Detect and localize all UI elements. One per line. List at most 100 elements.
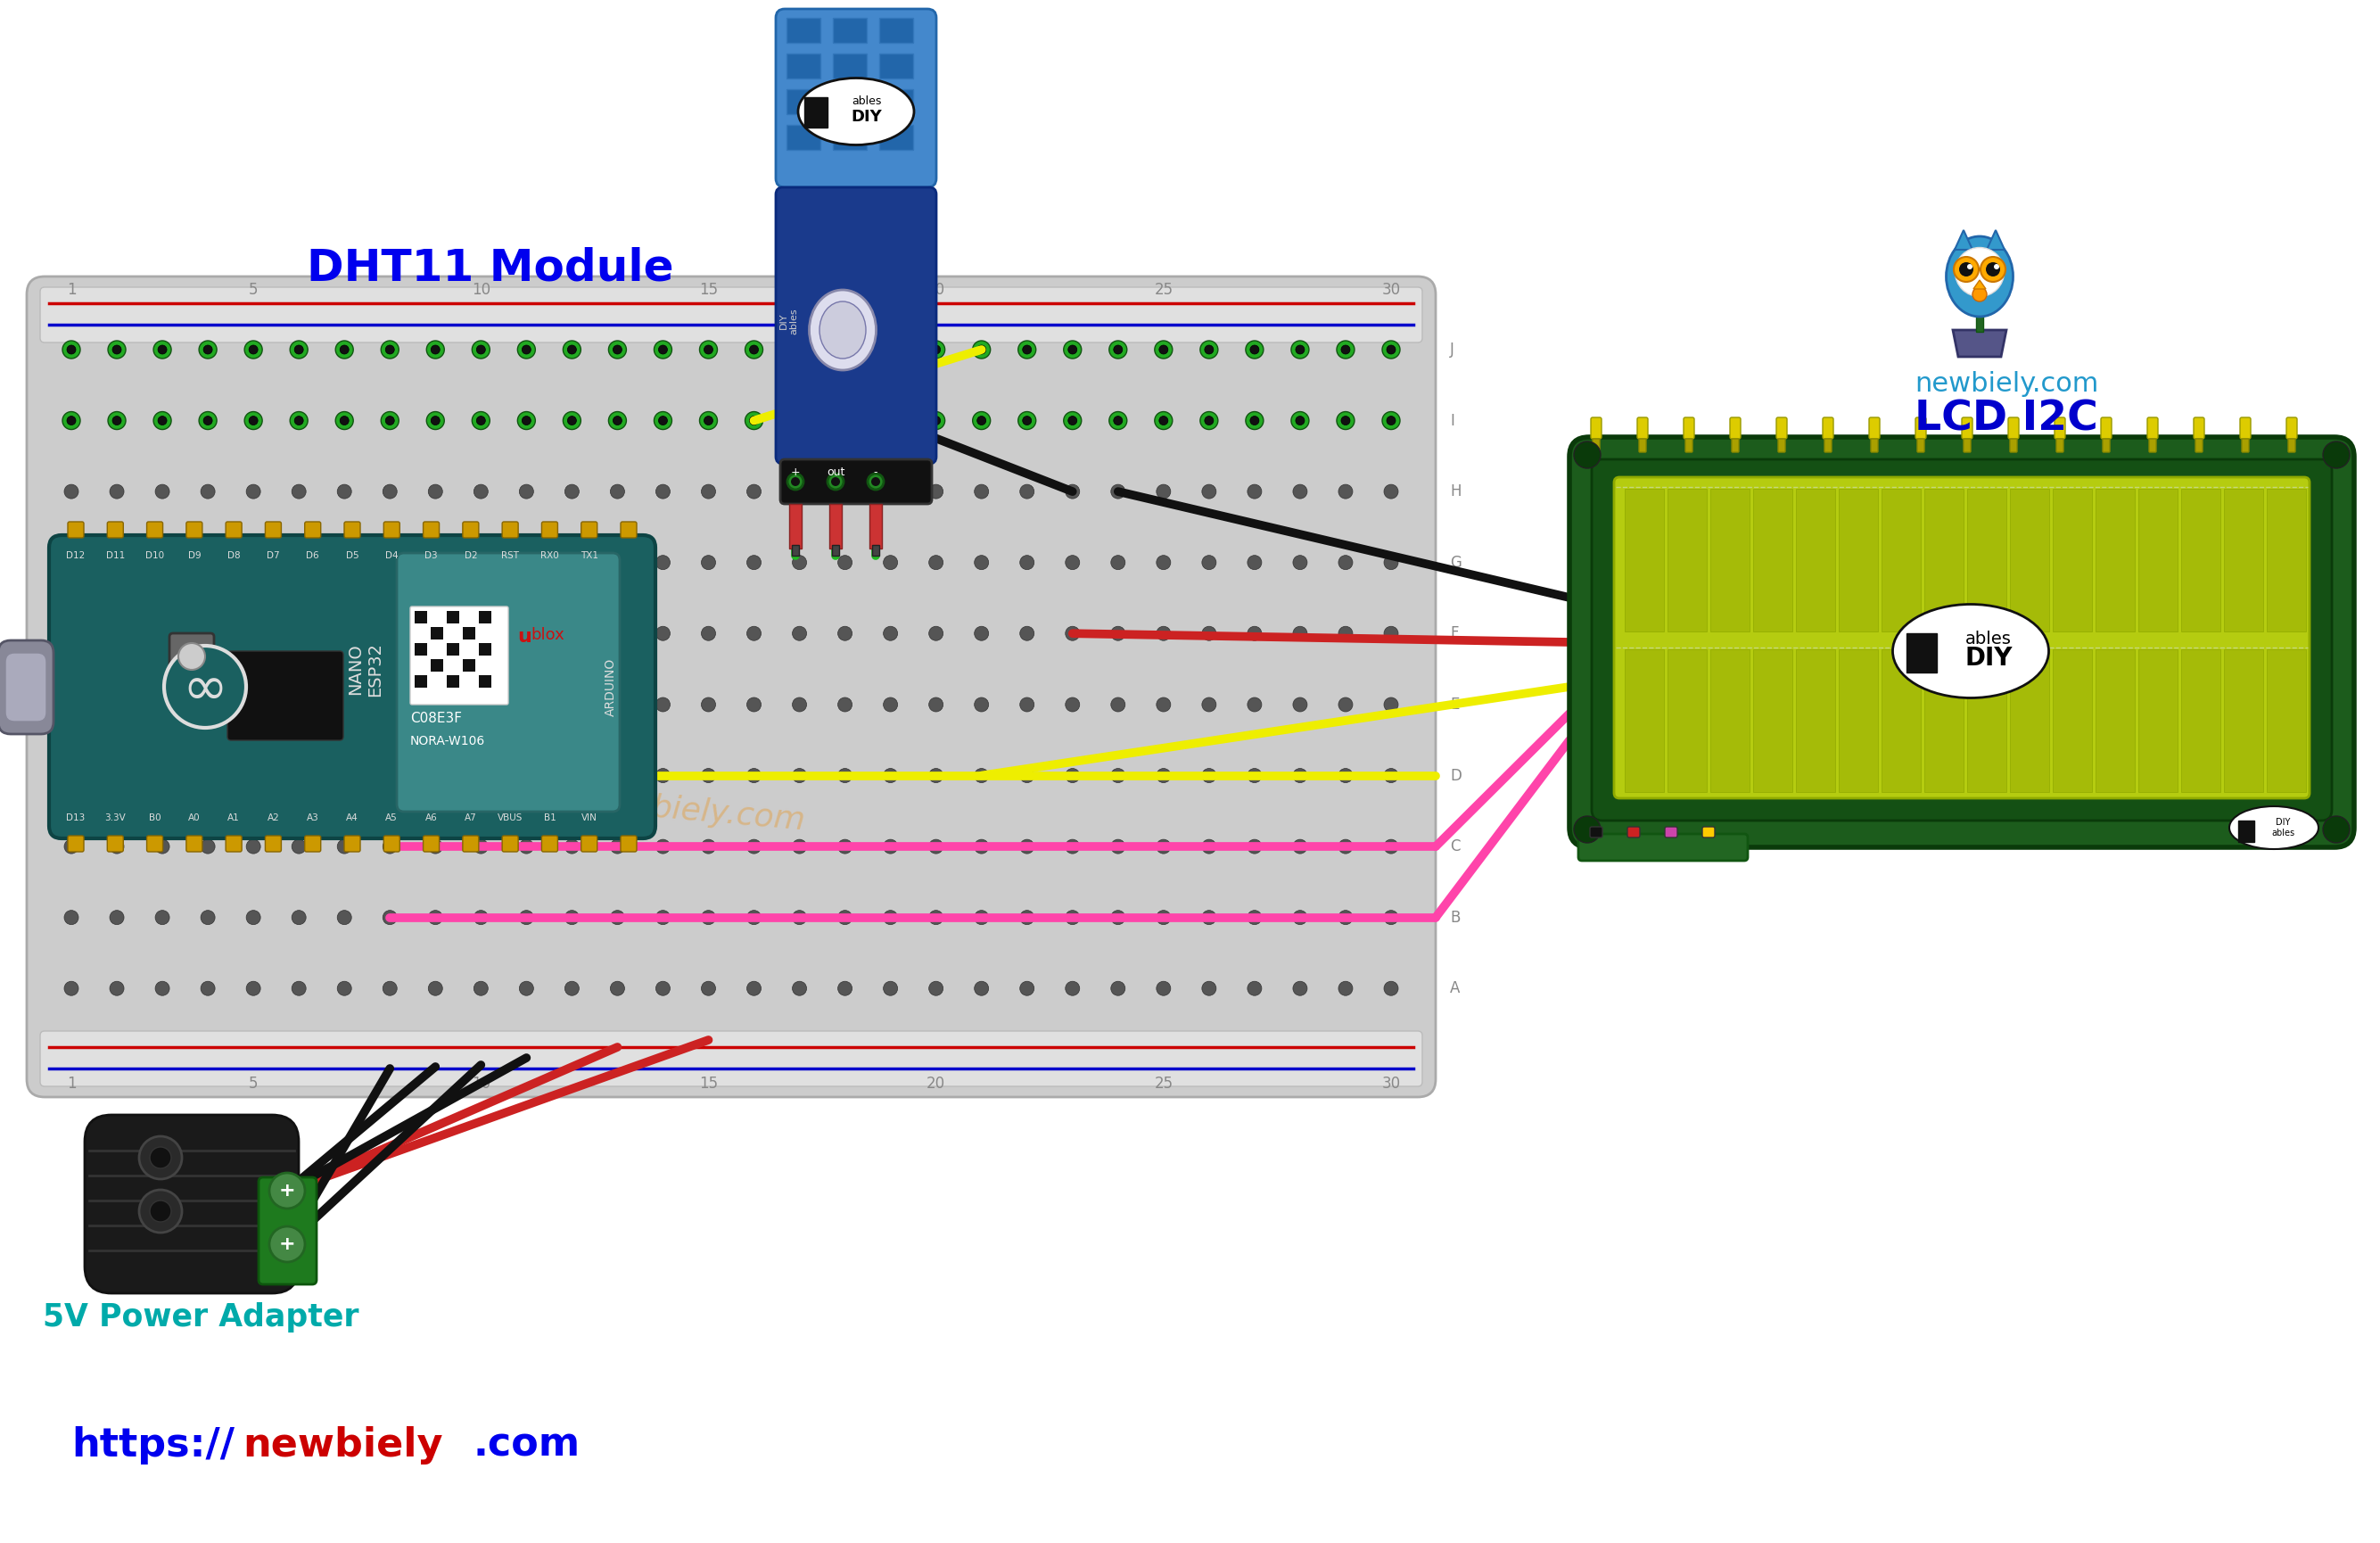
Circle shape bbox=[1573, 816, 1602, 842]
Circle shape bbox=[1388, 417, 1395, 424]
Bar bbox=[447, 611, 459, 623]
Circle shape bbox=[1066, 768, 1081, 782]
Polygon shape bbox=[1973, 281, 1985, 289]
Text: +: + bbox=[278, 1182, 295, 1199]
Bar bbox=[462, 626, 476, 639]
Bar bbox=[828, 505, 843, 548]
Circle shape bbox=[1250, 417, 1259, 424]
FancyBboxPatch shape bbox=[2054, 418, 2066, 438]
Circle shape bbox=[1021, 555, 1035, 569]
Circle shape bbox=[883, 626, 897, 640]
Circle shape bbox=[1019, 341, 1035, 358]
Text: DIY
ables: DIY ables bbox=[781, 309, 800, 335]
Circle shape bbox=[840, 417, 850, 424]
Circle shape bbox=[519, 768, 533, 782]
Bar bbox=[1711, 489, 1749, 631]
Text: D8: D8 bbox=[226, 551, 240, 560]
Circle shape bbox=[1111, 626, 1126, 640]
Circle shape bbox=[928, 341, 945, 358]
Circle shape bbox=[657, 626, 671, 640]
FancyBboxPatch shape bbox=[1685, 438, 1692, 452]
Circle shape bbox=[109, 555, 124, 569]
FancyBboxPatch shape bbox=[462, 836, 478, 852]
Circle shape bbox=[200, 839, 214, 853]
Text: D2: D2 bbox=[464, 551, 478, 560]
Bar bbox=[462, 659, 476, 671]
Circle shape bbox=[338, 981, 352, 995]
Circle shape bbox=[269, 1173, 305, 1208]
Circle shape bbox=[293, 910, 307, 924]
Circle shape bbox=[250, 417, 257, 424]
Circle shape bbox=[428, 697, 443, 711]
Circle shape bbox=[564, 981, 578, 995]
Circle shape bbox=[107, 341, 126, 358]
Bar bbox=[478, 611, 490, 623]
Bar bbox=[447, 643, 459, 656]
Circle shape bbox=[155, 839, 169, 853]
Circle shape bbox=[1383, 341, 1399, 358]
Circle shape bbox=[428, 626, 443, 640]
Bar bbox=[1754, 650, 1792, 792]
Bar bbox=[2052, 650, 2092, 792]
Circle shape bbox=[245, 768, 259, 782]
Circle shape bbox=[295, 417, 302, 424]
Circle shape bbox=[155, 485, 169, 498]
FancyBboxPatch shape bbox=[2287, 418, 2297, 438]
Circle shape bbox=[659, 346, 666, 353]
Bar bbox=[785, 125, 821, 150]
Bar bbox=[878, 19, 914, 43]
Circle shape bbox=[1292, 697, 1307, 711]
Circle shape bbox=[476, 346, 486, 353]
Text: 15: 15 bbox=[700, 282, 719, 298]
Text: NANO
ESP32: NANO ESP32 bbox=[347, 642, 383, 696]
Circle shape bbox=[564, 485, 578, 498]
Circle shape bbox=[883, 555, 897, 569]
Circle shape bbox=[793, 839, 807, 853]
FancyBboxPatch shape bbox=[1592, 438, 1599, 452]
Circle shape bbox=[1021, 485, 1035, 498]
Circle shape bbox=[1021, 981, 1035, 995]
Text: 10: 10 bbox=[471, 1075, 490, 1092]
Text: D6: D6 bbox=[307, 551, 319, 560]
FancyBboxPatch shape bbox=[1568, 437, 2354, 847]
Text: D4: D4 bbox=[386, 551, 397, 560]
Circle shape bbox=[200, 981, 214, 995]
Bar bbox=[869, 505, 883, 548]
Circle shape bbox=[519, 910, 533, 924]
Circle shape bbox=[1021, 910, 1035, 924]
Circle shape bbox=[1383, 697, 1397, 711]
Circle shape bbox=[657, 697, 671, 711]
Circle shape bbox=[1954, 256, 1978, 282]
Bar bbox=[2011, 489, 2049, 631]
Circle shape bbox=[1021, 626, 1035, 640]
Circle shape bbox=[657, 555, 671, 569]
Circle shape bbox=[1383, 485, 1397, 498]
Circle shape bbox=[474, 839, 488, 853]
Circle shape bbox=[747, 485, 762, 498]
Circle shape bbox=[928, 485, 942, 498]
Circle shape bbox=[245, 910, 259, 924]
Circle shape bbox=[1111, 697, 1126, 711]
FancyBboxPatch shape bbox=[305, 522, 321, 539]
Circle shape bbox=[2323, 441, 2349, 468]
Text: D12: D12 bbox=[67, 551, 86, 560]
Circle shape bbox=[64, 768, 79, 782]
Circle shape bbox=[109, 839, 124, 853]
Circle shape bbox=[1021, 839, 1035, 853]
Circle shape bbox=[928, 626, 942, 640]
Circle shape bbox=[883, 768, 897, 782]
Circle shape bbox=[1111, 981, 1126, 995]
Circle shape bbox=[564, 412, 581, 429]
Text: -: - bbox=[873, 466, 878, 478]
FancyBboxPatch shape bbox=[502, 836, 519, 852]
Circle shape bbox=[1292, 981, 1307, 995]
Circle shape bbox=[1383, 768, 1397, 782]
Text: ARDUINO: ARDUINO bbox=[605, 657, 616, 716]
Bar bbox=[1968, 489, 2006, 631]
Circle shape bbox=[62, 341, 81, 358]
FancyBboxPatch shape bbox=[2102, 438, 2109, 452]
Circle shape bbox=[426, 412, 445, 429]
FancyBboxPatch shape bbox=[1683, 418, 1695, 438]
Text: F: F bbox=[1449, 625, 1459, 642]
Bar bbox=[833, 545, 840, 555]
